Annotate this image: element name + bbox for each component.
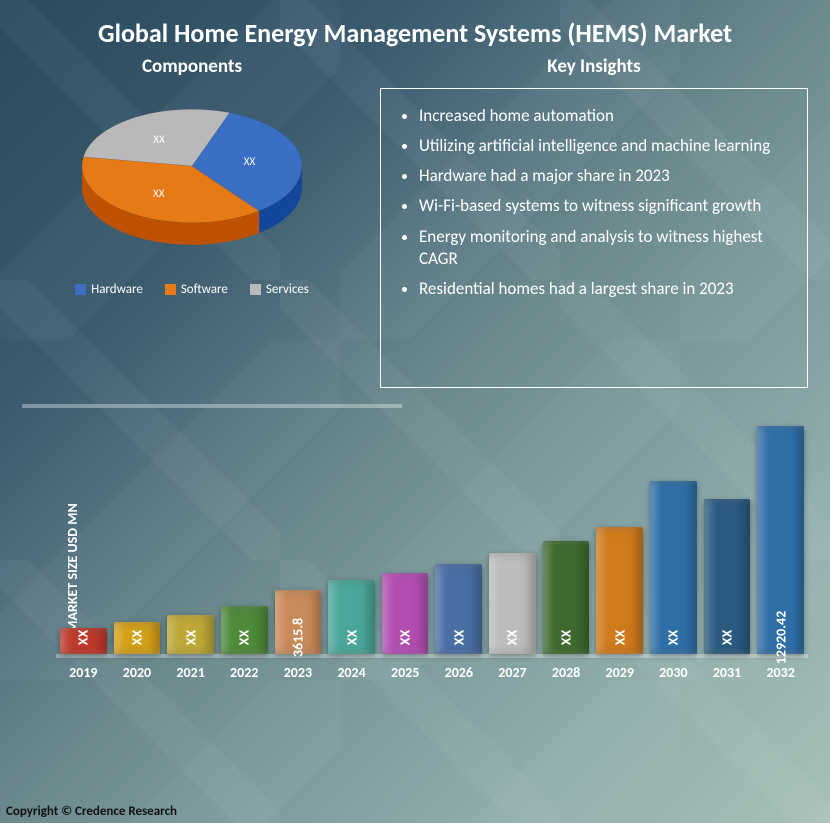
bar-value-label: 12920.42 [772,611,789,664]
bar-value-label: XX [450,630,467,645]
insight-item: Residential homes had a largest share in… [419,278,791,300]
bar-value-label: 3615.8 [289,618,306,657]
insight-item: Energy monitoring and analysis to witnes… [419,226,791,270]
bar-xlabel: 2020 [114,664,161,681]
upper-row: Components XX XX XX Hardware Software Servic… [0,55,830,388]
pie-slice-label: XX [244,155,255,168]
bar-value-label: XX [558,630,575,645]
components-heading: Components [22,55,362,78]
insights-list: Increased home automation Utilizing artif… [403,105,791,300]
legend-label: Software [181,282,228,297]
bar-xlabel: 2027 [489,664,536,681]
pie-svg [42,88,342,268]
bar: XX [328,580,375,654]
legend-item: Hardware [75,282,143,297]
bar-xlabel: 2025 [382,664,429,681]
bar-xlabel: 2022 [221,664,268,681]
bar: XX [382,573,429,654]
bar-value-label: XX [504,630,521,645]
bar-value-label: XX [397,630,414,645]
bar-xlabel: 2032 [757,664,804,681]
bar-value-label: XX [236,630,253,645]
legend-item: Software [165,282,228,297]
insight-item: Wi-Fi-based systems to witness significa… [419,195,791,217]
bar: XX [435,564,482,654]
legend-swatch [75,284,86,295]
bar-xlabel: 2030 [650,664,697,681]
bar-value-label: XX [665,630,682,645]
bar: XX [60,628,107,655]
bar-xlabel: 2028 [543,664,590,681]
bar-xlabel: 2024 [328,664,375,681]
bar-value-label: XX [343,630,360,645]
bar-value-label: XX [611,630,628,645]
bar-xlabel: 2029 [596,664,643,681]
insight-item: Increased home automation [419,105,791,127]
bar-xlabel: 2023 [275,664,322,681]
bar: XX [114,622,161,654]
insights-box: Increased home automation Utilizing artif… [380,88,808,388]
bar: XX [221,606,268,654]
bar: XX [167,615,214,654]
bar-value-label: XX [182,630,199,645]
bar-xaxis: 2019 2020 2021 2022 2023 2024 2025 2026 2027 2028… [56,658,808,681]
pie-slice-label: XX [153,187,164,200]
legend-label: Services [266,282,309,297]
legend-item: Services [250,282,309,297]
bar-value-label: XX [128,630,145,645]
bar-value-label: XX [75,630,92,645]
bar: 3615.8 [275,590,322,654]
bar: XX [596,527,643,654]
bar-plot: XX XX XX XX 3615.8 XX XX XX XX XX XX XX XX 12920.42 [56,428,808,658]
insight-item: Hardware had a major share in 2023 [419,165,791,187]
bar: XX [489,553,536,654]
bar: XX [543,541,590,654]
bar-xlabel: 2019 [60,664,107,681]
bar: XX [650,481,697,654]
legend-swatch [165,284,176,295]
bar-chart: MARKET SIZE USD MN XXXXXXXX3615.8XXXXXXX… [56,428,808,708]
bar-xlabel: 2031 [704,664,751,681]
pie-legend: Hardware Software Services [22,282,362,297]
bar-xlabel: 2021 [167,664,214,681]
legend-swatch [250,284,261,295]
pie-slice-label: XX [153,133,164,146]
pie-chart: XX XX XX [42,88,342,268]
components-column: Components XX XX XX Hardware Software Servic… [22,55,362,388]
insights-column: Key Insights Increased home automation Ut… [380,55,808,388]
legend-label: Hardware [91,282,143,297]
bar: 12920.42 [757,426,804,655]
bar-xlabel: 2026 [435,664,482,681]
insights-heading: Key Insights [380,55,808,78]
section-divider [22,404,402,408]
copyright-text: Copyright © Credence Research [6,804,177,819]
insight-item: Utilizing artificial intelligence and ma… [419,135,791,157]
bar-value-label: XX [719,630,736,645]
bar: XX [704,499,751,655]
page-title: Global Home Energy Management Systems (H… [0,0,830,55]
